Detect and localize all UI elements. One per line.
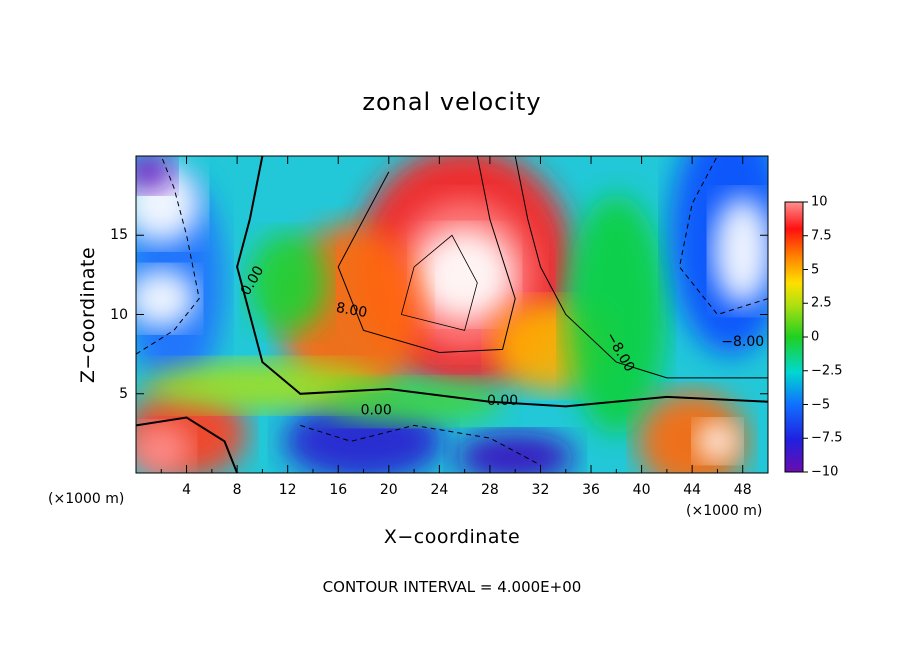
contour-line-7 (136, 416, 239, 473)
contour-label-1: 8.00 (335, 300, 368, 321)
colorbar-tick-label: 0 (811, 329, 820, 345)
contour-label-4: 0.00 (361, 402, 392, 418)
contour-line-2 (337, 156, 516, 354)
x-tick-label: 28 (480, 482, 499, 498)
y-tick-label: 5 (119, 385, 128, 402)
y-tick-label: 10 (110, 306, 128, 323)
x-unit-label-right: (×1000 m) (686, 503, 763, 519)
colorbar-tick-label: 2.5 (811, 295, 832, 311)
x-tick-label: 32 (531, 482, 550, 498)
x-tick-label: 4 (182, 482, 192, 498)
contour-line-0 (236, 156, 768, 408)
contour-line-1 (514, 156, 768, 379)
x-unit-label-left: (×1000 m) (48, 491, 125, 507)
x-tick-label: 12 (278, 482, 297, 498)
x-tick-label: 36 (582, 482, 600, 498)
colorbar-tick-label: 10 (811, 194, 828, 210)
x-tick-label: 16 (329, 482, 348, 498)
x-tick-label: 40 (632, 482, 651, 498)
contour-line-4 (136, 156, 200, 355)
colorbar-tick-label: 5 (811, 262, 820, 277)
colorbar-tick-label: −7.5 (811, 430, 843, 446)
x-tick-label: 8 (232, 482, 242, 498)
colorbar-tick-label: −2.5 (811, 363, 843, 379)
contour-label-2: 0.00 (487, 393, 518, 409)
y-tick-label: 15 (110, 227, 128, 244)
x-tick-label: 20 (379, 482, 398, 498)
contour-line-6 (300, 424, 541, 466)
x-tick-label: 48 (733, 482, 752, 498)
colorbar (784, 201, 804, 473)
x-axis-label: X−coordinate (383, 526, 521, 548)
chart-title: zonal velocity (362, 88, 542, 116)
contour-line-3 (400, 234, 478, 331)
colorbar-tick-label: 7.5 (811, 228, 832, 244)
x-tick-label: 44 (683, 482, 702, 498)
contour-label-5: −8.00 (721, 334, 764, 350)
colorbar-tick-label: −5 (811, 397, 831, 412)
x-tick-label: 24 (430, 482, 449, 498)
colorbar-tick-label: −10 (811, 464, 839, 480)
contour-interval-note: CONTOUR INTERVAL = 4.000E+00 (322, 578, 582, 596)
